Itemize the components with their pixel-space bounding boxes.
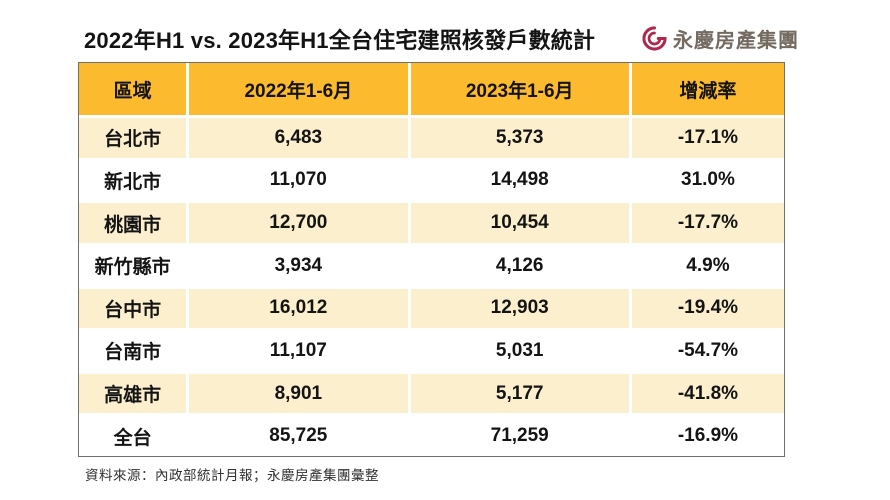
cell-2023-value: 10,454 <box>407 203 629 243</box>
table-row: 新竹縣市 3,934 4,126 4.9% <box>79 242 784 286</box>
yungching-logo-icon <box>642 26 667 51</box>
table-header-row: 區域 2022年1-6月 2023年1-6月 增減率 <box>79 63 784 115</box>
statistics-table: 區域 2022年1-6月 2023年1-6月 增減率 台北市 6,483 5,3… <box>78 62 785 457</box>
data-source-note: 資料來源：內政部統計月報；永慶房產集團彙整 <box>85 468 379 483</box>
cell-change-rate: -54.7% <box>628 331 784 371</box>
page-title: 2022年H1 vs. 2023年H1全台住宅建照核發戶數統計 <box>84 28 596 53</box>
logo-text: 永慶房產集團 <box>673 30 799 52</box>
cell-change-rate: -16.9% <box>628 416 784 456</box>
column-header-2022: 2022年1-6月 <box>186 63 408 115</box>
cell-change-rate: -19.4% <box>628 288 784 329</box>
cell-change-rate: -17.7% <box>628 203 784 243</box>
column-header-2023: 2023年1-6月 <box>407 63 629 115</box>
cell-2022-value: 3,934 <box>186 245 408 286</box>
cell-change-rate: 4.9% <box>628 245 784 286</box>
cell-2023-value: 71,259 <box>407 416 629 456</box>
cell-2023-value: 5,031 <box>407 331 629 371</box>
cell-region: 台中市 <box>79 288 187 329</box>
cell-region: 全台 <box>79 416 187 456</box>
table-row: 全台 85,725 71,259 -16.9% <box>79 413 784 456</box>
cell-region: 台南市 <box>79 331 187 371</box>
cell-change-rate: 31.0% <box>628 160 784 201</box>
cell-region: 台北市 <box>79 118 187 158</box>
cell-2022-value: 16,012 <box>186 288 408 329</box>
cell-2022-value: 11,070 <box>186 160 408 201</box>
cell-2023-value: 12,903 <box>407 288 629 329</box>
cell-2022-value: 6,483 <box>186 118 408 158</box>
table-row: 台北市 6,483 5,373 -17.1% <box>79 115 784 158</box>
logo: 永慶房產集團 <box>641 24 799 53</box>
cell-change-rate: -17.1% <box>628 118 784 158</box>
table-row: 台中市 16,012 12,903 -19.4% <box>79 285 784 329</box>
cell-2023-value: 5,373 <box>407 118 629 158</box>
table-row: 桃園市 12,700 10,454 -17.7% <box>79 200 784 243</box>
column-header-region: 區域 <box>79 63 187 115</box>
column-header-change: 增減率 <box>628 63 784 115</box>
cell-2023-value: 14,498 <box>407 160 629 201</box>
cell-2022-value: 12,700 <box>186 203 408 243</box>
cell-change-rate: -41.8% <box>628 373 784 414</box>
cell-2023-value: 4,126 <box>407 245 629 286</box>
cell-2023-value: 5,177 <box>407 373 629 414</box>
cell-region: 新北市 <box>79 160 187 201</box>
cell-2022-value: 85,725 <box>186 416 408 456</box>
cell-region: 高雄市 <box>79 373 187 414</box>
cell-2022-value: 8,901 <box>186 373 408 414</box>
table-row: 台南市 11,107 5,031 -54.7% <box>79 328 784 371</box>
cell-2022-value: 11,107 <box>186 331 408 371</box>
table-row: 新北市 11,070 14,498 31.0% <box>79 157 784 201</box>
table-row: 高雄市 8,901 5,177 -41.8% <box>79 370 784 414</box>
cell-region: 新竹縣市 <box>79 245 187 286</box>
cell-region: 桃園市 <box>79 203 187 243</box>
